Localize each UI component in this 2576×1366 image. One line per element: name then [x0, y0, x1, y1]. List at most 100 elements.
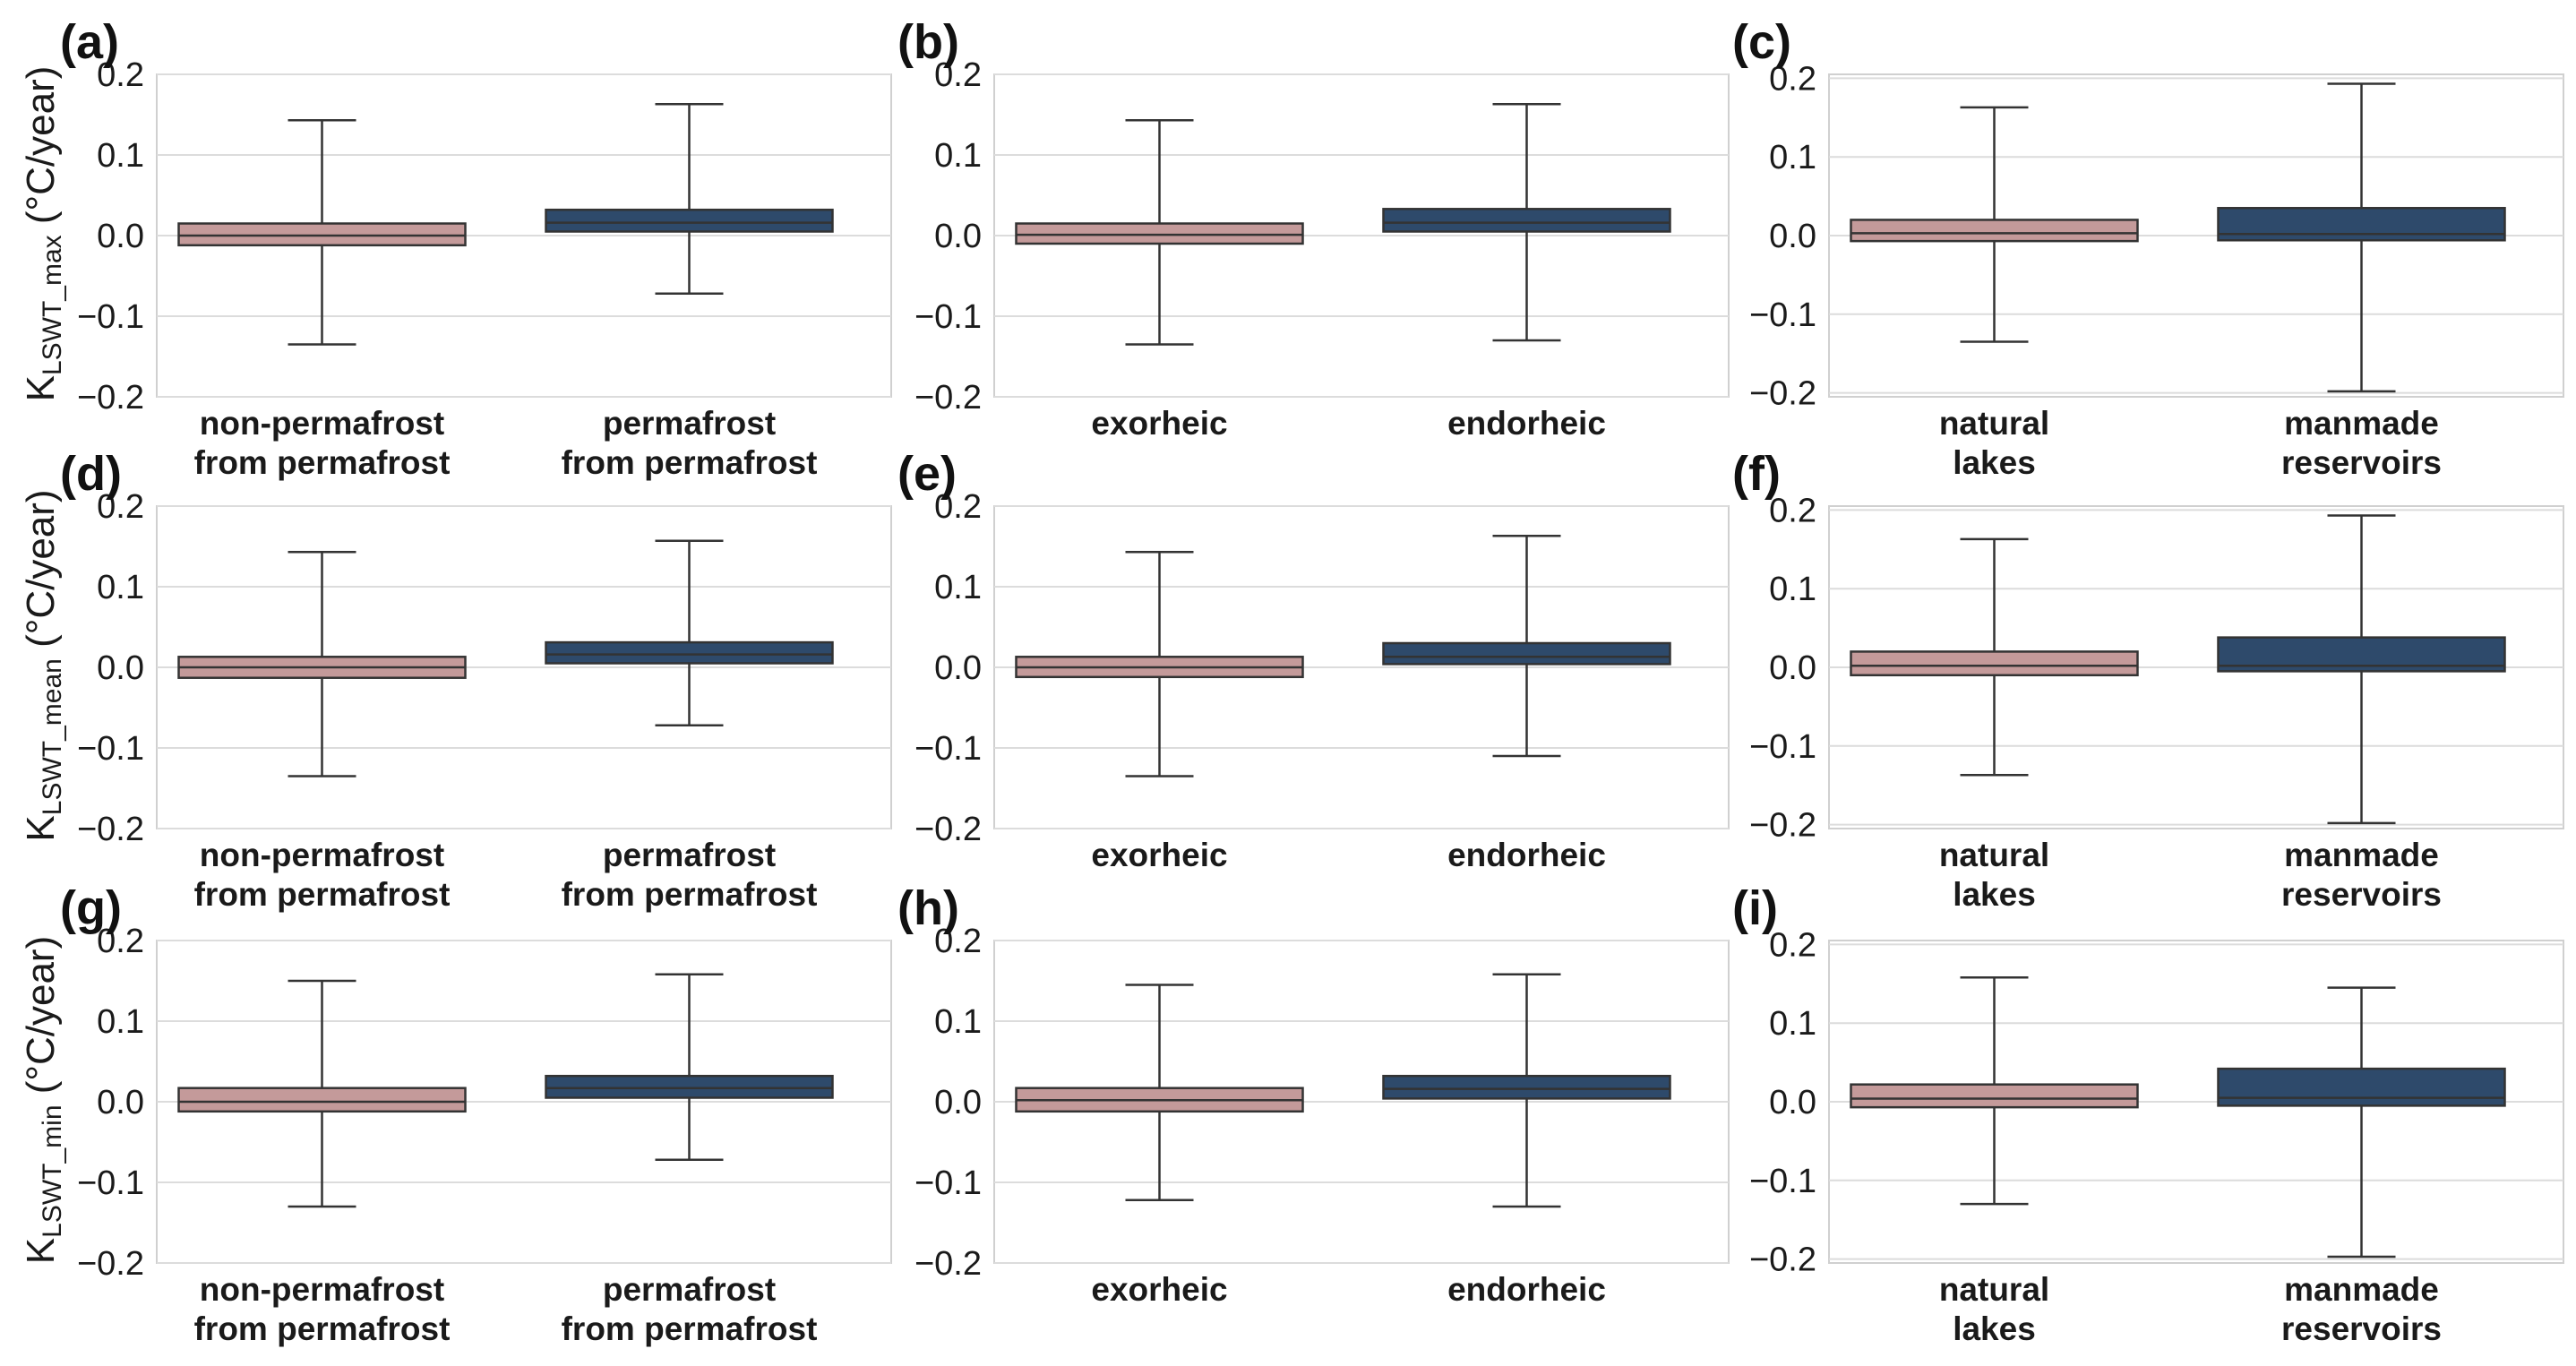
- y-axis-label: KLSWT_max (°C/year): [19, 66, 67, 402]
- y-tick-label: 0.1: [934, 1003, 982, 1041]
- category-label: exorheic: [1091, 405, 1227, 442]
- category-label: from permafrost: [562, 876, 818, 913]
- iqr-box: [545, 640, 834, 665]
- panel-letter: (d): [60, 447, 122, 501]
- y-tick-label: 0.2: [934, 923, 982, 960]
- category-label: manmade: [2284, 405, 2439, 442]
- y-tick-label: −0.1: [914, 1164, 982, 1202]
- box-2: [545, 103, 834, 296]
- panel-e: 0.2 0.1 0.0 −0.1 −0.2 exorheic endorheic (e): [897, 447, 1730, 873]
- y-tick-label: 0.1: [97, 1003, 144, 1041]
- panel-letter: (e): [897, 447, 957, 501]
- box-1: [177, 119, 467, 346]
- category-label: non-permafrost: [200, 837, 444, 873]
- y-tick-label: 0.1: [1769, 139, 1816, 176]
- category-label: natural: [1939, 405, 2049, 442]
- box-2: [2217, 514, 2506, 825]
- category-label: reservoirs: [2281, 876, 2442, 913]
- iqr-box: [177, 222, 467, 247]
- y-tick-label: 0.2: [934, 56, 982, 94]
- y-tick-label: −0.2: [914, 1245, 982, 1283]
- panel-letter: (a): [60, 15, 119, 69]
- y-tick-label: 0.0: [1769, 649, 1816, 687]
- box-2: [545, 539, 834, 727]
- category-label: non-permafrost: [200, 1271, 444, 1308]
- box-1: [1015, 984, 1304, 1202]
- y-tick-label: 0.2: [1769, 492, 1816, 529]
- box-1: [177, 979, 467, 1208]
- y-tick-label: 0.0: [934, 1084, 982, 1121]
- iqr-box: [1850, 219, 2139, 243]
- panel-letter: (h): [897, 881, 959, 935]
- y-tick-label: 0.2: [97, 488, 144, 526]
- y-tick-label: 0.0: [934, 218, 982, 255]
- category-label: from permafrost: [562, 444, 818, 481]
- category-label: reservoirs: [2281, 444, 2442, 481]
- category-label: endorheic: [1447, 405, 1606, 442]
- category-label: lakes: [1953, 444, 2036, 481]
- box-1: [177, 551, 467, 778]
- y-tick-label: −0.1: [77, 298, 144, 336]
- y-axis-label: KLSWT_mean (°C/year): [19, 489, 67, 841]
- y-tick-label: −0.1: [1749, 296, 1816, 334]
- iqr-box: [1015, 222, 1304, 245]
- y-tick-label: 0.1: [97, 137, 144, 175]
- y-axis-label: KLSWT_min (°C/year): [19, 936, 67, 1264]
- y-tick-label: 0.0: [1769, 1084, 1816, 1121]
- y-tick-label: 0.1: [934, 569, 982, 606]
- category-label: from permafrost: [562, 1310, 818, 1347]
- y-tick-label: 0.0: [97, 649, 144, 687]
- box-1: [1015, 119, 1304, 346]
- category-label: non-permafrost: [200, 405, 444, 442]
- box-1: [1850, 106, 2139, 343]
- box-1: [1850, 537, 2139, 777]
- y-tick-label: −0.1: [1749, 1163, 1816, 1200]
- iqr-box: [1382, 208, 1671, 233]
- y-tick-label: 0.2: [934, 488, 982, 526]
- box-2: [545, 973, 834, 1162]
- y-tick-label: 0.0: [97, 1084, 144, 1121]
- category-label: endorheic: [1447, 837, 1606, 873]
- panel-letter: (c): [1732, 15, 1791, 69]
- iqr-box: [1850, 650, 2139, 677]
- category-label: lakes: [1953, 876, 2036, 913]
- iqr-box: [1382, 641, 1671, 666]
- y-tick-label: −0.2: [1749, 807, 1816, 845]
- iqr-box: [545, 208, 834, 233]
- panel-h: 0.2 0.1 0.0 −0.1 −0.2 exorheic endorheic (h): [897, 881, 1730, 1308]
- y-tick-label: 0.1: [97, 569, 144, 606]
- iqr-box: [545, 1074, 834, 1099]
- y-tick-label: −0.1: [914, 730, 982, 768]
- iqr-box: [177, 1087, 467, 1113]
- y-tick-label: −0.2: [77, 811, 144, 848]
- category-label: natural: [1939, 1271, 2049, 1308]
- category-label: manmade: [2284, 837, 2439, 873]
- y-tick-label: −0.2: [914, 811, 982, 848]
- category-label: reservoirs: [2281, 1310, 2442, 1347]
- y-tick-label: 0.0: [934, 649, 982, 687]
- box-2: [2217, 82, 2506, 393]
- y-tick-label: 0.2: [1769, 926, 1816, 964]
- panel-letter: (f): [1732, 447, 1781, 501]
- iqr-box: [2217, 1067, 2506, 1107]
- y-tick-label: −0.1: [1749, 728, 1816, 766]
- category-label: from permafrost: [194, 444, 451, 481]
- y-tick-label: −0.1: [914, 298, 982, 336]
- category-label: from permafrost: [194, 1310, 451, 1347]
- y-tick-label: 0.0: [1769, 218, 1816, 255]
- category-label: permafrost: [603, 837, 776, 873]
- category-label: lakes: [1953, 1310, 2036, 1347]
- iqr-box: [1382, 1074, 1671, 1100]
- y-tick-label: 0.2: [1769, 60, 1816, 98]
- y-tick-label: −0.2: [77, 379, 144, 417]
- box-2: [1382, 973, 1671, 1208]
- category-label: permafrost: [603, 405, 776, 442]
- category-label: permafrost: [603, 1271, 776, 1308]
- y-tick-label: −0.2: [1749, 1241, 1816, 1279]
- box-2: [1382, 103, 1671, 342]
